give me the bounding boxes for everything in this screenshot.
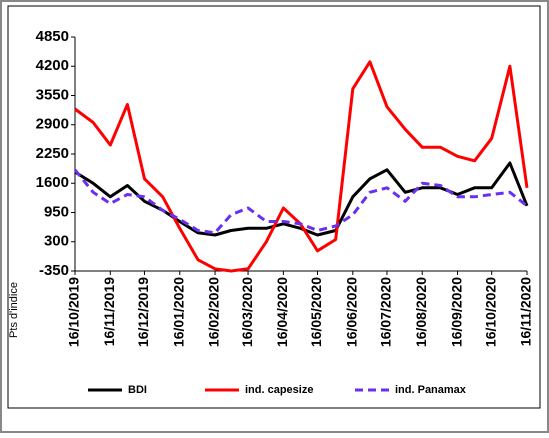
y-tick-label: 1600 xyxy=(36,174,69,191)
inner-frame xyxy=(7,5,541,409)
y-tick-label: 3550 xyxy=(36,86,69,103)
y-tick-label: 950 xyxy=(44,203,69,220)
x-tick-label: 16/10/2019 xyxy=(66,277,82,347)
legend-label: ind. capesize xyxy=(245,384,313,396)
y-tick-label: 4200 xyxy=(36,57,69,74)
y-tick-label: -350 xyxy=(39,262,69,279)
x-tick-label: 16/11/2019 xyxy=(101,277,117,347)
x-tick-label: 16/09/2020 xyxy=(448,277,464,347)
x-tick-label: 16/06/2020 xyxy=(344,277,360,347)
legend-label: ind. Panamax xyxy=(395,384,467,396)
x-tick-label: 16/02/2020 xyxy=(206,277,222,347)
x-tick-label: 16/12/2019 xyxy=(135,277,151,347)
x-tick-label: 16/10/2020 xyxy=(482,277,498,347)
legend-label: BDI xyxy=(128,384,147,396)
y-tick-label: 4850 xyxy=(36,28,69,45)
y-tick-label: 300 xyxy=(44,233,69,250)
x-tick-label: 16/05/2020 xyxy=(308,277,324,347)
x-tick-label: 16/03/2020 xyxy=(239,277,255,347)
x-tick-label: 16/08/2020 xyxy=(413,277,429,347)
x-tick-label: 16/11/2020 xyxy=(518,277,534,347)
y-tick-label: 2250 xyxy=(36,145,69,162)
series-line xyxy=(73,168,528,235)
y-axis-label: Pts d'indice xyxy=(8,282,20,338)
x-tick-label: 16/07/2020 xyxy=(378,277,394,347)
x-tick-label: 16/01/2020 xyxy=(170,277,186,347)
x-tick-label: 16/04/2020 xyxy=(274,277,290,347)
y-tick-label: 2900 xyxy=(36,116,69,133)
